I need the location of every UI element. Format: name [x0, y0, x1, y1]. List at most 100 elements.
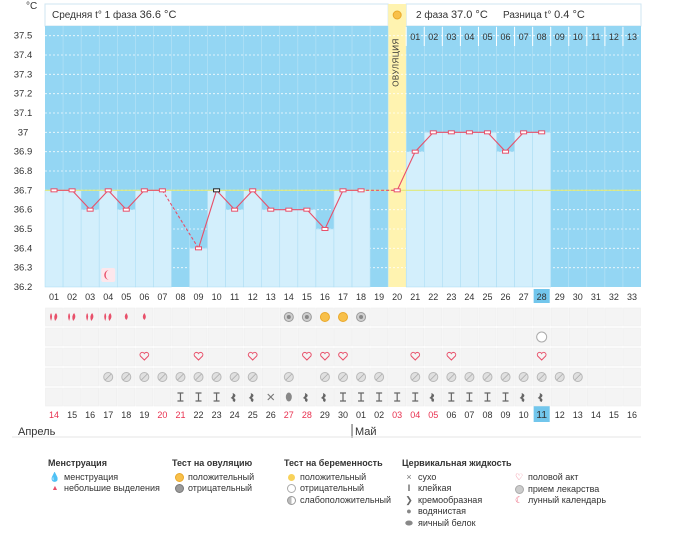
symbol-cell [63, 367, 81, 387]
calendar-day-label: 13 [573, 410, 583, 420]
heart-icon: ♡ [514, 472, 524, 482]
temperature-point [483, 130, 491, 135]
symbol-cell [189, 307, 208, 327]
phase1-average: Средняя t° 1 фаза 36.6 °C [52, 9, 176, 21]
cycle-day-label: 19 [374, 292, 384, 302]
legend-pregnancy-test-title: Тест на беременность [284, 458, 383, 468]
temperature-point [158, 188, 166, 193]
temperature-point [267, 207, 275, 212]
symbol-cell [478, 307, 497, 327]
symbol-cell [442, 307, 461, 327]
pill-icon-line [213, 373, 220, 381]
phase2-day-label: 08 [537, 32, 547, 42]
symbol-cell [81, 327, 99, 347]
sticky-fluid-icon [340, 392, 346, 402]
pill-icon-line [466, 373, 473, 381]
symbol-cell [623, 307, 641, 327]
symbol-cell [478, 347, 497, 367]
phase2-day-label: 02 [428, 32, 438, 42]
calendar-day-label: 23 [212, 410, 222, 420]
symbol-cell [460, 327, 479, 347]
symbol-cell [352, 347, 370, 367]
symbol-cell [189, 347, 208, 367]
cycle-day-label: 17 [338, 292, 348, 302]
symbol-cell [45, 327, 63, 347]
symbol-cell [496, 347, 515, 367]
grey-circle-icon [172, 483, 186, 495]
calendar-day-label: 09 [501, 410, 511, 420]
calendar-day-label: 25 [248, 410, 258, 420]
phase2-day-label: 13 [627, 32, 637, 42]
symbol-cell [623, 387, 641, 407]
creamy-icon: ❯ [405, 494, 413, 505]
symbol-cell [406, 327, 425, 347]
heart-icon [446, 351, 457, 361]
temperature-bar [207, 190, 226, 288]
temperature-bar [261, 209, 281, 288]
legend-item: менструация [64, 471, 119, 482]
symbol-cell [406, 307, 425, 327]
symbol-cell [225, 307, 244, 327]
symbol-cell [623, 347, 641, 367]
pill-icon-line [159, 373, 166, 381]
symbol-cell [569, 327, 587, 347]
dry-icon [267, 393, 275, 401]
symbol-cell [117, 347, 136, 367]
bbt-chart: 37.5 37.4 37.3 37.2 37.1 37 36.9 36.8 36.7 36.6 36… [12, 3, 642, 438]
phase2-day-label: 01 [410, 32, 420, 42]
temperature-point [393, 188, 401, 193]
small-drop-icon: ▲ [51, 485, 59, 492]
calendar-day-label: 06 [446, 410, 456, 420]
heart-icon [410, 351, 421, 361]
symbol-cell [225, 347, 244, 367]
drop-icon: 💧 [49, 471, 61, 482]
half-circle-icon [284, 495, 298, 507]
calendar-day-label: 02 [374, 410, 384, 420]
temperature-bar [460, 132, 479, 288]
symbol-cell [153, 327, 172, 347]
calendar-day-label: 16 [627, 410, 637, 420]
ovulation-test-negative-dot [286, 315, 291, 319]
sticky-fluid-icon [195, 392, 202, 402]
legend-item: водянистая [418, 506, 467, 516]
calendar-day-label: 16 [85, 410, 95, 420]
pill-icon-line [556, 373, 564, 381]
symbol-cell [63, 387, 81, 407]
cycle-day-label: 24 [464, 292, 474, 302]
pill-icon-line [574, 373, 582, 381]
creamy-fluid-icon [429, 393, 435, 402]
calendar-day-label: 15 [609, 410, 619, 420]
heart-icon [536, 351, 547, 361]
calendar-day-label: 28 [302, 410, 312, 420]
temperature-bar [44, 190, 64, 288]
symbol-cell [99, 327, 117, 347]
pill-icon-line [141, 373, 148, 381]
temperature-point [520, 130, 528, 135]
phase2-day-label: 04 [464, 32, 474, 42]
symbol-cell [280, 327, 298, 347]
cycle-day-label: 11 [230, 292, 239, 302]
temperature-point [321, 227, 329, 231]
temperature-bar [80, 209, 100, 288]
calendar-day-label: 05 [428, 410, 438, 420]
symbol-cell [81, 387, 99, 407]
symbol-cell [63, 307, 81, 327]
ovulation-test-negative-dot [359, 315, 364, 319]
temperature-unit: °C [26, 1, 38, 12]
temperature-segment [216, 189, 236, 211]
symbol-cell [587, 367, 605, 387]
symbol-cell [623, 367, 641, 387]
sticky-fluid-icon [358, 392, 365, 402]
symbol-cell [171, 327, 190, 347]
y-tick-label: 37 [18, 127, 29, 138]
light-drop-icon [124, 313, 128, 320]
symbol-cell [45, 347, 63, 367]
calendar-day-label: 30 [338, 410, 348, 420]
temperature-bar [405, 151, 425, 288]
symbol-cell [81, 307, 99, 327]
temperature-point [339, 188, 347, 193]
phase2-day-label: 05 [482, 32, 492, 42]
pill-icon-line [375, 373, 383, 381]
symbol-cell [171, 307, 190, 327]
